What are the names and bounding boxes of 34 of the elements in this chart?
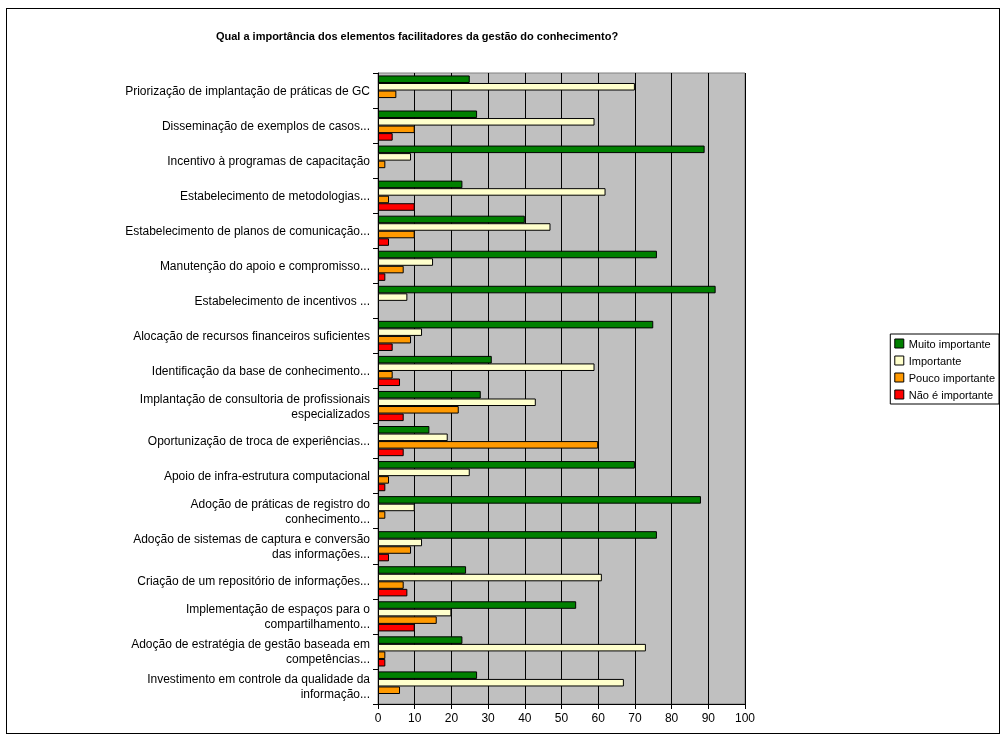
y-tick-label: Apoio de infra-estrutura computacional [163, 469, 370, 484]
y-tick-label: Estabelecimento de incentivos ... [194, 293, 370, 308]
y-tick-label: Criação de um repositório de informações... [137, 574, 370, 589]
y-tick-label: Estabelecimento de metodologias... [179, 188, 370, 203]
y-tick-label: Oportunização de troca de experiências... [147, 434, 370, 449]
legend-label: Não é importante [908, 388, 994, 401]
chart-title: Qual a importância dos elementos facilitadores da gestão do conhecimento? [215, 29, 619, 42]
y-tick-label: Estabelecimento de planos de comunicação... [125, 223, 370, 238]
x-tick-label: 60 [591, 711, 606, 725]
x-tick-label: 0 [374, 711, 382, 725]
y-tick-label: Disseminação de exemplos de casos... [161, 118, 370, 133]
y-tick-label: Alocação de recursos financeiros suficientes [133, 328, 370, 343]
y-tick-label: Implementação de espaços para o compartilhamento... [185, 601, 371, 631]
y-tick-label: Incentivo à programas de capacitação [167, 153, 371, 168]
y-tick-label: Adoção de estratégia de gestão baseada em competências... [131, 636, 370, 666]
x-tick-label: 50 [554, 711, 569, 725]
x-tick-label: 30 [481, 711, 496, 725]
y-tick-label: Adoção de práticas de registro do conhecimento... [190, 496, 371, 526]
y-tick-label: Priorização de implantação de práticas de GC [125, 83, 371, 98]
x-tick-label: 40 [518, 711, 532, 725]
y-tick-label: Adoção de sistemas de captura e conversão das informações... [133, 531, 371, 561]
x-tick-label: 10 [408, 711, 422, 725]
x-tick-label: 80 [664, 711, 679, 725]
x-tick-label: 90 [701, 711, 716, 725]
x-tick-label: 100 [734, 711, 756, 725]
y-tick-label: Manutenção do apoio e compromisso... [159, 258, 370, 273]
legend-label: Muito importante [908, 337, 991, 350]
x-tick-label: 70 [628, 711, 642, 725]
y-tick-label: Investimento em controle da qualidade da informação... [147, 671, 371, 701]
legend-label: Pouco importante [908, 371, 995, 384]
x-tick-label: 20 [444, 711, 459, 725]
legend-label: Importante [908, 354, 962, 367]
y-tick-label: Identificação da base de conhecimento... [151, 363, 370, 378]
y-tick-label: Implantação de consultoria de profissionais especializados [139, 391, 370, 421]
